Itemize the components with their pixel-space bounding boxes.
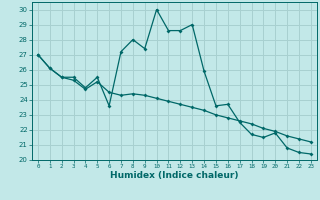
X-axis label: Humidex (Indice chaleur): Humidex (Indice chaleur) — [110, 171, 239, 180]
